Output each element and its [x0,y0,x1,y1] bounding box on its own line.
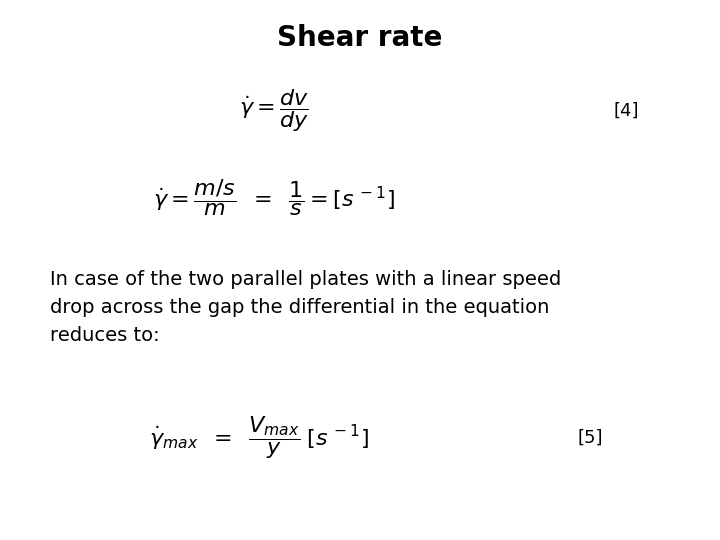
Text: Shear rate: Shear rate [277,24,443,52]
Text: [5]: [5] [577,428,603,447]
Text: In case of the two parallel plates with a linear speed
drop across the gap the d: In case of the two parallel plates with … [50,270,562,345]
Text: $\dot{\gamma}_{max} \;\; = \;\; \dfrac{V_{max}}{y} \; [s^{\,-1}]$: $\dot{\gamma}_{max} \;\; = \;\; \dfrac{V… [149,414,369,461]
Text: [4]: [4] [613,102,639,120]
Text: $\dot{\gamma} = \dfrac{m/s}{m} \;\; = \;\; \dfrac{1}{s} = [s^{\,-1}]$: $\dot{\gamma} = \dfrac{m/s}{m} \;\; = \;… [153,177,395,218]
Text: $\dot{\gamma} = \dfrac{dv}{dy}$: $\dot{\gamma} = \dfrac{dv}{dy}$ [238,87,309,134]
